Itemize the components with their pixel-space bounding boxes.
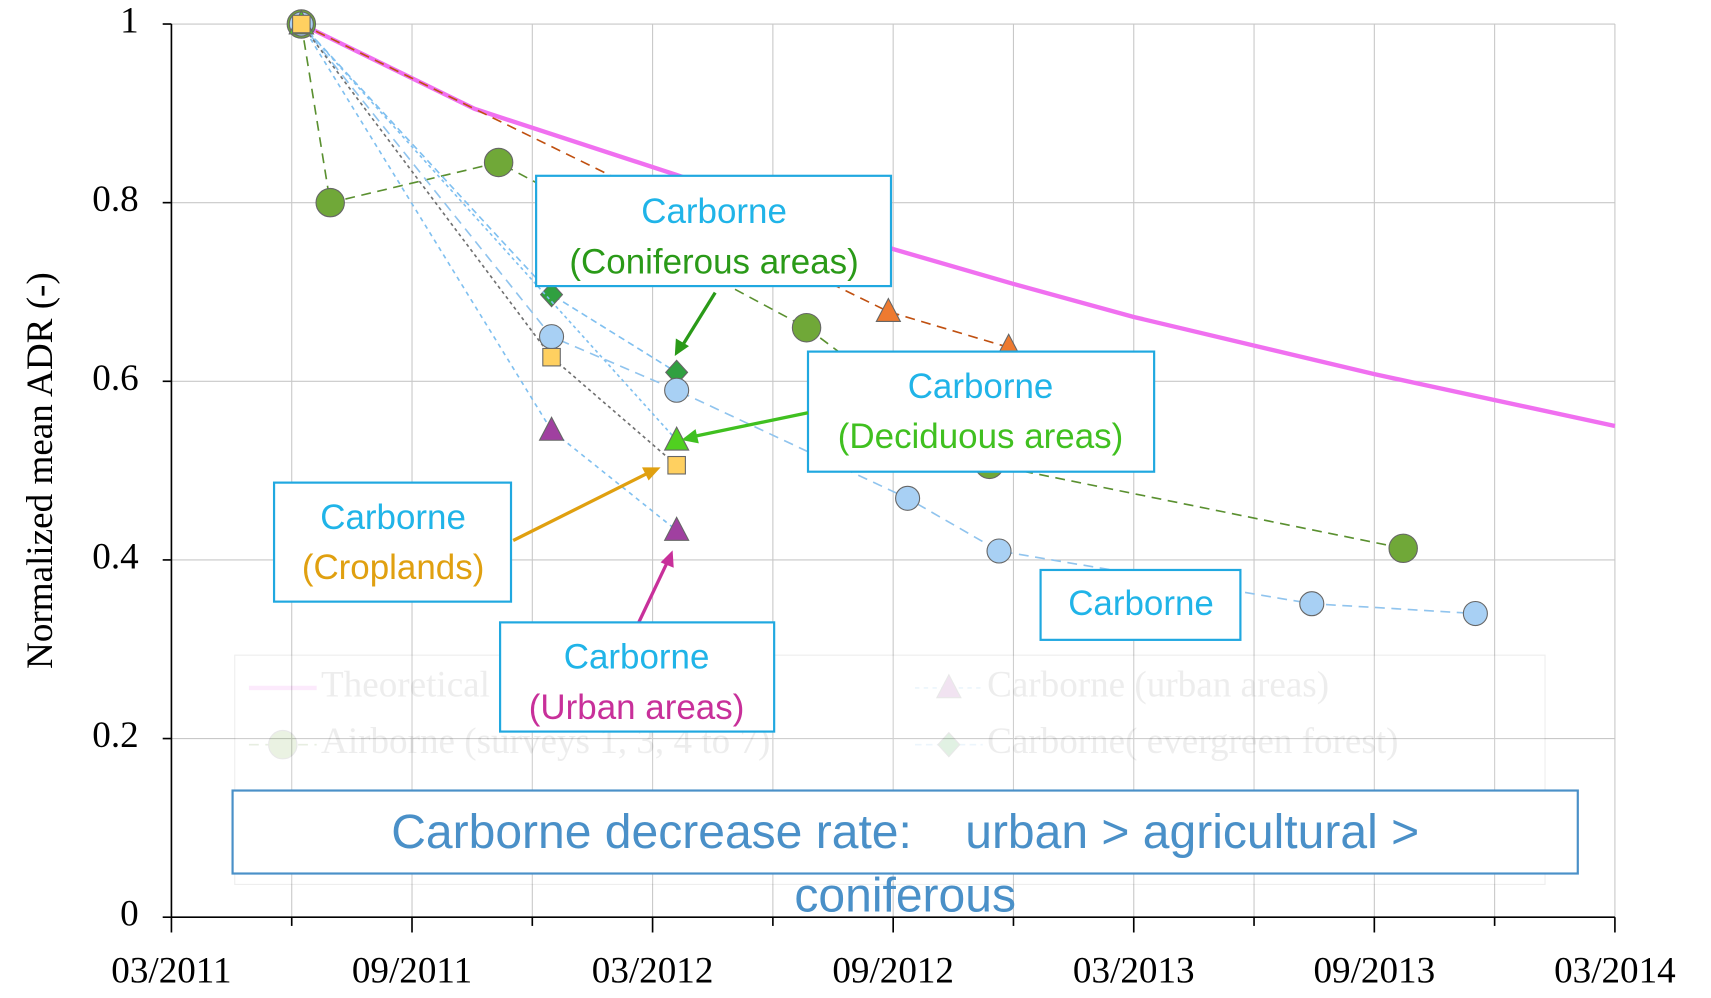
point [875, 297, 902, 322]
point [663, 516, 690, 541]
annotation-text: (Urban areas) [529, 688, 745, 727]
y-tick-label: 1 [120, 1, 139, 42]
point [542, 347, 561, 367]
annotation-urban: Carborne (Urban areas) [498, 550, 776, 733]
y-tick-label: 0.4 [92, 536, 138, 577]
y-tick-label: 0.8 [92, 179, 138, 220]
annotation-box [535, 174, 893, 288]
series-line [300, 23, 678, 466]
annotation-box [272, 481, 513, 603]
point [483, 147, 514, 178]
annotation-text: Carborne [908, 367, 1054, 406]
annotation-text: (Coniferous areas) [569, 242, 858, 281]
plot-area: 0 0.2 0.4 0.6 0.8 1 03/2011 09/2011 03/2012 09/20… [92, 1, 1675, 992]
annotation-box [231, 789, 1579, 875]
legend-label: Carborne (urban areas) [987, 664, 1329, 705]
series-line [300, 23, 1009, 349]
point [292, 14, 311, 34]
y-tick-label: 0 [120, 894, 139, 935]
x-tick-label: 03/2013 [1073, 950, 1195, 991]
x-tick-label: 09/2013 [1314, 950, 1436, 991]
arrow-head [681, 429, 699, 444]
arrow-head [642, 467, 661, 481]
annotation-croplands: Carborne (Croplands) [272, 467, 661, 603]
annotation-text: coniferous [794, 869, 1016, 922]
annotation-text: Carborne [320, 498, 466, 537]
y-tick-label: 0.2 [92, 715, 138, 756]
annotations: Carborne (Coniferous areas) Carborne (De… [231, 174, 1579, 922]
point [315, 187, 345, 218]
annotation-text: Carborne [1068, 584, 1214, 623]
series-line [300, 23, 678, 532]
series-line [300, 23, 678, 441]
point [539, 281, 564, 308]
point [538, 416, 565, 441]
x-tick-label: 09/2012 [832, 950, 954, 991]
y-axis-label: Normalized mean ADR (-) [20, 272, 61, 669]
annotation-text: (Deciduous areas) [838, 417, 1123, 456]
arrow [679, 291, 717, 349]
annotation-text: (Croplands) [302, 548, 485, 587]
series-line [300, 22, 1616, 429]
point [791, 312, 822, 343]
annotation-text: Carborne decrease rate: urban > agricult… [391, 806, 1419, 859]
annotation-box [498, 621, 776, 733]
series-line [300, 23, 678, 374]
series [300, 22, 1616, 429]
annotation-carborne: Carborne [1039, 568, 1242, 641]
annotation-deciduous: Carborne (Deciduous areas) [681, 350, 1156, 473]
x-tick-label: 09/2011 [352, 950, 472, 991]
point [663, 425, 690, 451]
arrow [637, 559, 670, 624]
point [664, 377, 690, 403]
arrow [512, 470, 652, 542]
x-tick-label: 03/2012 [592, 950, 714, 991]
point [1388, 533, 1418, 564]
point [1299, 591, 1325, 617]
x-tick-label: 03/2014 [1554, 950, 1676, 991]
annotation-text: Carborne [564, 638, 710, 677]
point [895, 485, 921, 511]
x-tick-label: 03/2011 [111, 950, 231, 991]
point [937, 731, 961, 758]
point [935, 673, 962, 699]
point [986, 538, 1012, 564]
annotation-box [1039, 568, 1242, 641]
point [268, 729, 298, 760]
arrow-head [660, 550, 674, 568]
annotation-text: Carborne [641, 192, 787, 231]
annotation-coniferous: Carborne (Coniferous areas) [535, 174, 893, 356]
legend-item: Carborne (urban areas) [915, 664, 1329, 705]
arrow-head [674, 338, 689, 356]
legend-item: Carborne( evergreen forest) [915, 721, 1399, 762]
annotation-box [806, 350, 1156, 473]
annotation-summary: Carborne decrease rate: urban > agricult… [231, 789, 1579, 922]
arrow [691, 411, 809, 439]
point [1462, 600, 1488, 627]
legend-label: Carborne( evergreen forest) [987, 721, 1398, 762]
y-tick-label: 0.6 [92, 358, 138, 399]
series [292, 14, 686, 475]
point [667, 455, 686, 475]
